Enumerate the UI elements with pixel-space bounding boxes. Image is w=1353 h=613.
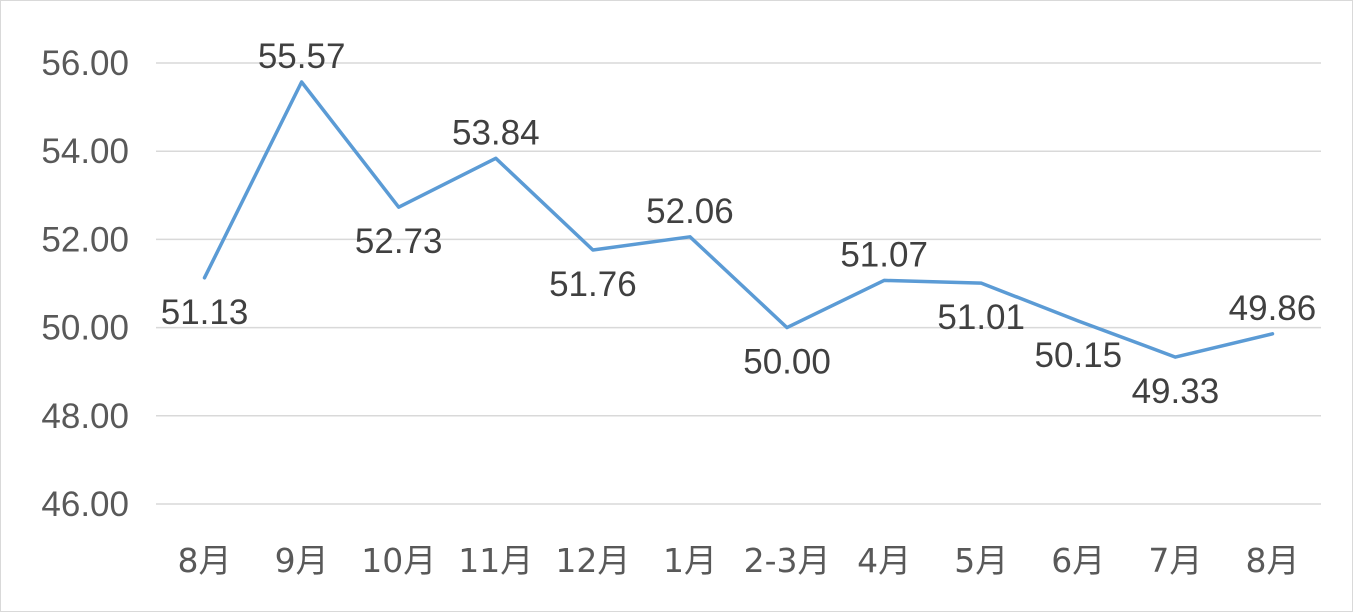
y-tick-label: 56.00 bbox=[41, 44, 129, 83]
x-tick-label: 8月 bbox=[178, 541, 232, 580]
y-tick-label: 46.00 bbox=[41, 485, 129, 524]
x-tick-label: 4月 bbox=[857, 541, 911, 580]
x-tick-label: 12月 bbox=[555, 541, 630, 580]
x-tick-label: 6月 bbox=[1051, 541, 1105, 580]
data-label: 51.76 bbox=[549, 265, 637, 304]
data-label: 50.15 bbox=[1034, 336, 1122, 375]
data-label: 51.01 bbox=[937, 298, 1025, 337]
data-label: 55.57 bbox=[258, 37, 346, 76]
x-tick-label: 11月 bbox=[458, 541, 533, 580]
y-tick-label: 50.00 bbox=[41, 309, 129, 348]
x-tick-label: 1月 bbox=[663, 541, 717, 580]
data-label: 52.06 bbox=[646, 192, 734, 231]
y-tick-label: 48.00 bbox=[41, 397, 129, 436]
x-tick-label: 2-3月 bbox=[744, 541, 831, 580]
y-tick-label: 54.00 bbox=[41, 132, 129, 171]
data-label: 52.73 bbox=[355, 222, 443, 261]
data-label: 49.33 bbox=[1132, 372, 1220, 411]
y-tick-label: 52.00 bbox=[41, 220, 129, 259]
data-label: 49.86 bbox=[1229, 289, 1317, 328]
x-tick-label: 8月 bbox=[1245, 541, 1299, 580]
x-tick-label: 9月 bbox=[275, 541, 329, 580]
data-label: 51.07 bbox=[840, 235, 928, 274]
data-label: 53.84 bbox=[452, 113, 540, 152]
x-tick-label: 10月 bbox=[361, 541, 436, 580]
x-tick-label: 5月 bbox=[954, 541, 1008, 580]
data-label: 51.13 bbox=[161, 293, 249, 332]
data-label: 50.00 bbox=[743, 343, 831, 382]
series-line bbox=[202, 80, 1275, 359]
x-tick-label: 7月 bbox=[1148, 541, 1202, 580]
